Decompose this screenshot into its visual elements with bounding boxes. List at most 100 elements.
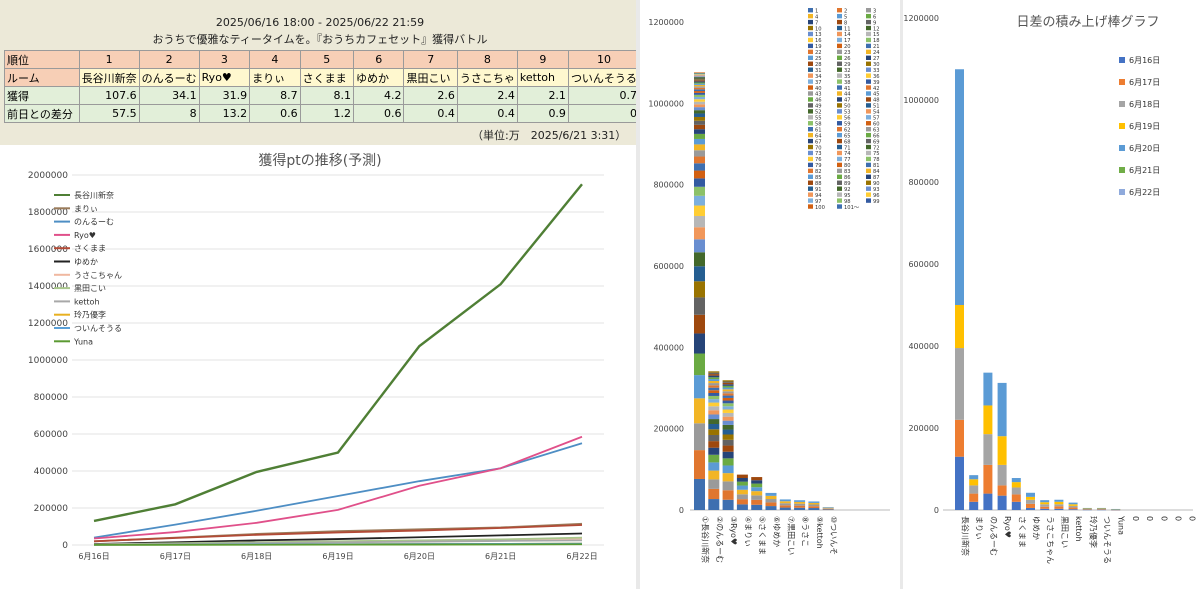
x-tick-label: 6月20日 — [404, 552, 435, 561]
table-cell-diff: 13.2 — [198, 104, 251, 123]
bar-segment — [1054, 506, 1064, 509]
legend-label: 100 — [815, 205, 825, 211]
bar-segment — [1011, 494, 1021, 502]
legend-label: 31 — [815, 68, 822, 74]
bar-segment — [694, 398, 705, 424]
bar-segment — [969, 501, 979, 510]
bar-segment — [708, 399, 720, 403]
legend-label: 42 — [873, 86, 880, 92]
legend-label: 94 — [815, 193, 822, 199]
table-cell-earned: 2.6 — [403, 86, 458, 105]
legend-label: 39 — [873, 80, 880, 86]
x-tick-label: 玲乃優李 — [1088, 516, 1098, 548]
bar-segment — [694, 87, 705, 90]
bar-segment — [708, 462, 720, 471]
sheet-gap — [636, 0, 640, 589]
legend-label: 64 — [815, 133, 822, 139]
legend-swatch — [837, 198, 842, 203]
bar-segment — [1026, 507, 1035, 510]
x-tick-label: Ryo♥ — [1003, 516, 1012, 538]
legend-label: 55 — [815, 116, 822, 122]
bar-segment — [955, 419, 964, 457]
legend-label: 6月18日 — [1129, 100, 1160, 109]
legend-swatch — [866, 61, 871, 66]
bar-segment — [694, 170, 705, 179]
bar-segment — [694, 186, 705, 196]
legend-swatch — [837, 150, 842, 156]
legend-label: 45 — [873, 92, 880, 98]
bar-segment — [694, 281, 705, 298]
legend-swatch — [1119, 189, 1125, 195]
event-period: 2025/06/16 18:00 - 2025/06/22 21:59 — [215, 16, 425, 29]
table-cell-diff: 0.6 — [352, 104, 405, 123]
legend-label: 33 — [873, 68, 880, 74]
legend-swatch — [866, 132, 871, 138]
bar-segment — [969, 479, 979, 486]
table-cell-diff: 0 — [567, 104, 640, 123]
legend-swatch — [866, 31, 871, 37]
legend-swatch — [866, 180, 871, 185]
y-tick-label: 800000 — [908, 178, 939, 187]
y-tick-label: 1000000 — [28, 356, 68, 366]
legend-label: 17 — [844, 38, 851, 44]
bar-segment — [722, 409, 734, 413]
legend-label: 48 — [873, 98, 880, 104]
bar-segment — [722, 420, 734, 425]
legend-label: 黒田こい — [74, 284, 106, 293]
table-cell-earned: 2.4 — [456, 86, 518, 105]
legend-label: kettoh — [74, 297, 100, 306]
x-tick-label: kettoh — [1074, 516, 1083, 542]
bar-segment — [722, 465, 734, 474]
legend-label: 4 — [815, 14, 819, 20]
legend-swatch — [1119, 167, 1125, 173]
series-line — [93, 532, 583, 545]
bar-segment — [694, 124, 705, 130]
table-cell-rooms: 黒田こい — [403, 68, 458, 87]
legend-swatch — [866, 85, 871, 90]
bar-segment — [694, 94, 705, 97]
legend-swatch — [808, 91, 813, 96]
legend-label: 43 — [815, 92, 822, 98]
bar-segment — [997, 495, 1007, 510]
legend-swatch — [837, 85, 842, 90]
bar-segment — [694, 72, 705, 74]
y-tick-label: 600000 — [908, 260, 939, 269]
legend-swatch — [808, 61, 813, 66]
bar-segment — [708, 383, 720, 386]
bar-segment — [808, 504, 820, 507]
bar-segment — [822, 508, 834, 510]
series-line — [93, 435, 583, 540]
table-cell-ranks: 4 — [249, 50, 301, 69]
legend-swatch — [837, 31, 842, 37]
table-cell-rooms: kettoh — [516, 68, 569, 87]
legend-swatch — [808, 31, 813, 37]
legend-label: ゆめか — [74, 258, 98, 267]
chart-title: 獲得ptの推移(予測) — [258, 152, 381, 169]
bar-segment — [1011, 501, 1021, 510]
legend-swatch — [837, 180, 842, 185]
legend-swatch — [866, 121, 871, 126]
bar-segment — [997, 382, 1007, 437]
legend-swatch — [866, 97, 871, 102]
legend-label: 29 — [844, 62, 851, 68]
bar-segment — [779, 505, 791, 508]
legend-label: 59 — [844, 121, 851, 127]
legend-label: 65 — [844, 133, 851, 139]
bar-segment — [694, 77, 705, 79]
bar-segment — [708, 499, 720, 510]
bar-segment — [708, 372, 720, 375]
legend-swatch — [808, 13, 813, 19]
bar-segment — [751, 480, 763, 484]
bar-segment — [751, 487, 763, 492]
bar-segment — [694, 91, 705, 93]
legend-swatch — [808, 198, 813, 203]
daily-diff-chart-panel: 日差の積み上げ棒グラフ 0 200000 400000 600000 800000 1000… — [903, 4, 1199, 589]
bar-segment — [708, 470, 720, 480]
bar-segment — [1082, 509, 1092, 510]
legend-label: 25 — [815, 56, 822, 62]
table-title: 2025/06/16 18:00 - 2025/06/22 21:59 おうちで… — [0, 14, 640, 48]
legend-label: のんるーむ — [74, 218, 114, 227]
x-tick-label: ⑩ついんそ — [829, 516, 838, 555]
legend-label: 78 — [873, 157, 880, 163]
bar-segment — [694, 133, 705, 139]
